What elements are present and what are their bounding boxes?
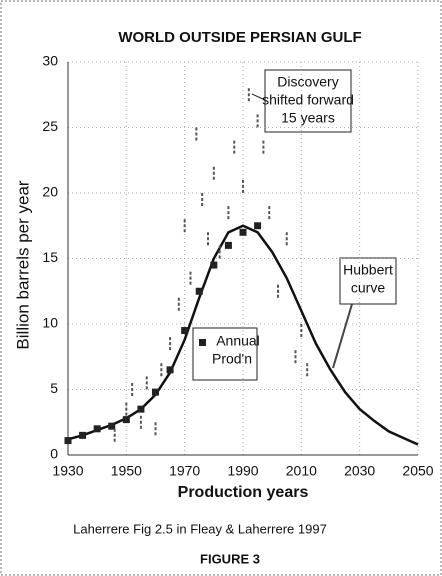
chart-title: WORLD OUTSIDE PERSIAN GULF (118, 29, 361, 46)
annotation-arrow (251, 93, 266, 101)
y-tick-label: 15 (42, 249, 58, 265)
production-point (254, 222, 262, 230)
production-point (137, 405, 145, 413)
x-tick-label: 2050 (402, 463, 433, 479)
x-tick-label: 1950 (111, 463, 142, 479)
annotation: shifted forward (262, 92, 354, 108)
y-tick-label: 25 (42, 118, 58, 134)
y-axis-label: Billion barrels per year (13, 180, 32, 349)
production-point (64, 437, 72, 445)
x-tick-label: 1970 (169, 463, 200, 479)
production-point (79, 431, 87, 439)
annotation-box (264, 69, 352, 133)
x-tick-label: 1930 (52, 463, 83, 479)
annotation: 15 years (281, 110, 335, 126)
annotation: Prod'n (212, 351, 252, 367)
y-tick-label: 20 (42, 184, 58, 200)
x-tick-label: 2010 (286, 463, 317, 479)
annotation-box (192, 327, 258, 381)
legend-symbol (199, 339, 206, 346)
production-point (166, 366, 174, 374)
production-point (108, 422, 116, 430)
x-tick-label: 1990 (227, 463, 258, 479)
production-point (181, 327, 189, 335)
y-tick-label: 5 (50, 380, 58, 396)
annotation-arrow (332, 303, 353, 369)
figure-label: FIGURE 3 (200, 551, 260, 566)
production-point (122, 416, 130, 424)
annotation: curve (351, 280, 385, 296)
production-point (210, 261, 218, 269)
annotation: Discovery (277, 74, 338, 90)
production-point (152, 388, 159, 396)
production-point (195, 287, 203, 295)
caption: Laherrere Fig 2.5 in Fleay & Laherrere 1… (73, 521, 327, 536)
y-tick-label: 0 (50, 446, 58, 462)
production-point (239, 228, 247, 236)
annotation-box (339, 257, 397, 305)
y-tick-label: 10 (42, 315, 58, 331)
production-point (93, 425, 101, 433)
annotation: Annual (216, 333, 260, 349)
annotation: Hubbert (343, 262, 393, 278)
production-point (224, 241, 232, 249)
y-tick-label: 30 (42, 53, 58, 69)
x-tick-label: 2030 (344, 463, 375, 479)
x-axis-label: Production years (178, 484, 309, 501)
